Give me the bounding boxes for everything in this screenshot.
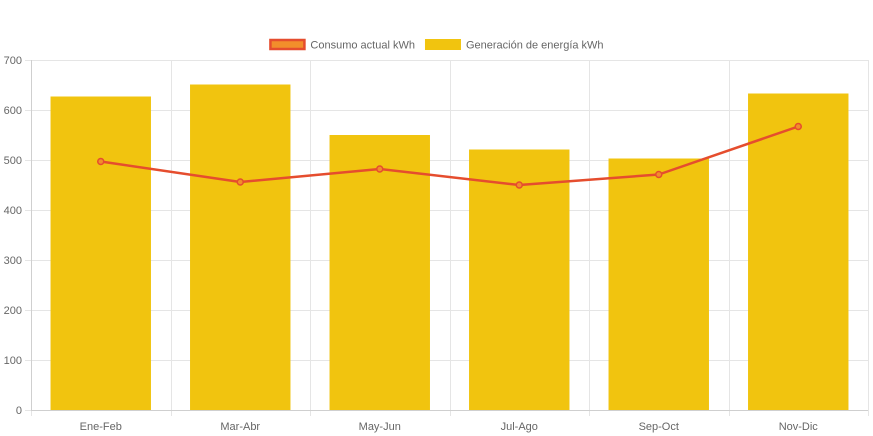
x-tick-label: Ene-Feb bbox=[80, 421, 122, 433]
y-tick-label: 400 bbox=[4, 205, 22, 217]
y-tick-label: 500 bbox=[4, 155, 22, 167]
x-tick-label: May-Jun bbox=[359, 421, 401, 433]
bar-generacion[interactable] bbox=[469, 149, 570, 411]
legend-label: Generación de energía kWh bbox=[466, 40, 604, 52]
legend-label: Consumo actual kWh bbox=[310, 40, 415, 52]
line-series bbox=[97, 122, 802, 189]
x-tick-label: Jul-Ago bbox=[501, 421, 538, 433]
point-consumo[interactable] bbox=[376, 165, 384, 173]
point-consumo[interactable] bbox=[794, 122, 802, 131]
x-tick-label: Nov-Dic bbox=[779, 421, 819, 433]
bar-generacion[interactable] bbox=[329, 135, 430, 410]
legend-item[interactable]: Generación de energía kWh bbox=[424, 39, 604, 52]
legend[interactable]: Consumo actual kWh Generación de energía … bbox=[269, 38, 604, 52]
axes: 0 100 200 300 400 500 600 700 Ene-Feb Mar-Abr May-… bbox=[4, 55, 868, 433]
bar-generacion[interactable] bbox=[748, 93, 849, 411]
bar-series bbox=[50, 84, 849, 411]
legend-swatch bbox=[424, 39, 461, 50]
x-tick-label: Sep-Oct bbox=[639, 421, 679, 433]
bar-generacion[interactable] bbox=[190, 84, 291, 411]
bar-generacion[interactable] bbox=[50, 96, 151, 411]
y-tick-label: 300 bbox=[4, 255, 22, 267]
point-consumo[interactable] bbox=[97, 157, 105, 166]
y-tick-label: 100 bbox=[4, 355, 22, 367]
y-tick-label: 200 bbox=[4, 305, 22, 317]
point-consumo[interactable] bbox=[236, 178, 244, 186]
legend-swatch bbox=[269, 38, 306, 51]
line-consumo bbox=[100, 125, 799, 187]
y-tick-label: 0 bbox=[16, 405, 22, 417]
legend-item[interactable]: Consumo actual kWh bbox=[269, 38, 415, 52]
grid bbox=[25, 60, 869, 416]
y-tick-label: 600 bbox=[4, 105, 22, 117]
point-consumo[interactable] bbox=[655, 170, 663, 179]
bar-generacion[interactable] bbox=[608, 158, 709, 411]
y-tick-label: 700 bbox=[4, 55, 22, 67]
x-tick-label: Mar-Abr bbox=[220, 421, 260, 433]
point-consumo[interactable] bbox=[515, 181, 523, 189]
